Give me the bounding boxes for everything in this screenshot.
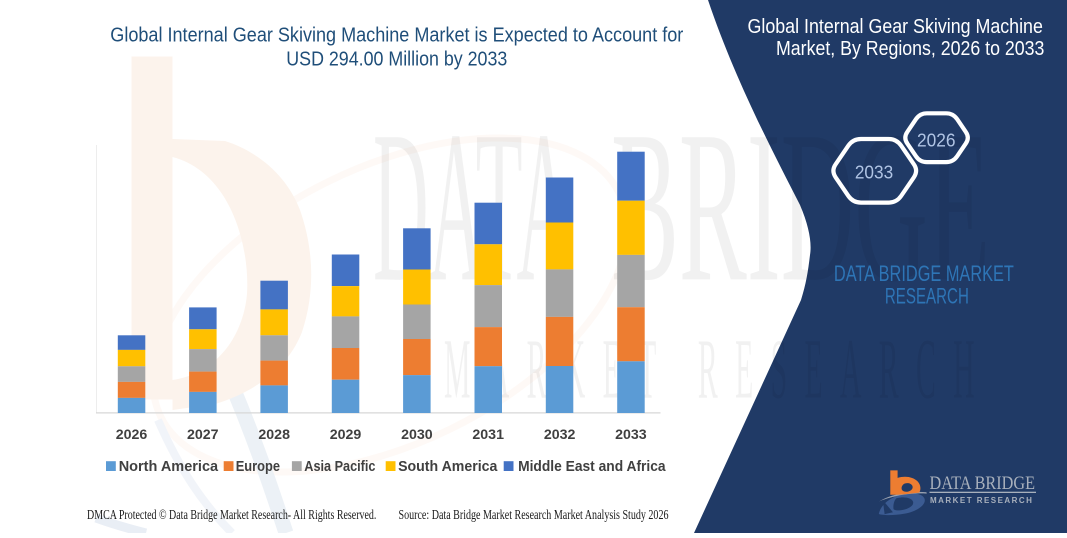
svg-text:RESEARCH: RESEARCH	[885, 284, 969, 309]
svg-text:DATA BRIDGE: DATA BRIDGE	[930, 473, 1036, 494]
svg-text:BRIDGE: BRIDGE	[611, 86, 990, 326]
svg-text:Source: Data Bridge Market Res: Source: Data Bridge Market Research Mark…	[399, 507, 669, 522]
svg-text:2027: 2027	[187, 427, 219, 443]
svg-text:Global Internal Gear Skiving M: Global Internal Gear Skiving Machine	[748, 16, 1043, 38]
svg-text:2033: 2033	[855, 161, 893, 182]
svg-text:South America: South America	[398, 459, 498, 475]
svg-text:2033: 2033	[615, 427, 647, 443]
svg-text:2026: 2026	[116, 427, 148, 443]
svg-text:DATA BRIDGE MARKET: DATA BRIDGE MARKET	[834, 261, 1014, 286]
svg-text:Market, By Regions, 2026 to 20: Market, By Regions, 2026 to 2033	[776, 38, 1044, 60]
svg-text:Middle East and Africa: Middle East and Africa	[518, 459, 666, 475]
svg-text:DATA: DATA	[373, 86, 572, 326]
svg-text:2030: 2030	[401, 427, 433, 443]
svg-text:MARKET RESEARCH: MARKET RESEARCH	[444, 321, 992, 417]
svg-text:Europe: Europe	[236, 459, 280, 475]
svg-text:2026: 2026	[917, 130, 956, 150]
svg-text:2029: 2029	[330, 427, 362, 443]
svg-text:2031: 2031	[472, 427, 504, 443]
svg-text:DMCA Protected © Data Bridge M: DMCA Protected © Data Bridge Market Rese…	[87, 507, 376, 522]
svg-text:MARKET RESEARCH: MARKET RESEARCH	[930, 496, 1035, 505]
svg-text:Asia Pacific: Asia Pacific	[304, 459, 375, 475]
svg-text:2028: 2028	[258, 427, 290, 443]
svg-text:North America: North America	[119, 459, 219, 475]
svg-text:USD 294.00 Million by 2033: USD 294.00 Million by 2033	[286, 48, 507, 70]
svg-text:Global Internal Gear Skiving M: Global Internal Gear Skiving Machine Mar…	[110, 24, 683, 46]
svg-text:2032: 2032	[544, 427, 576, 443]
